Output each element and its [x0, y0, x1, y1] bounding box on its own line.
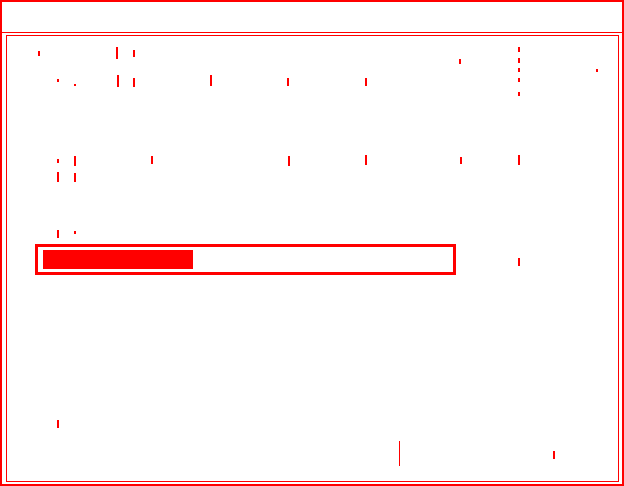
progress-bar-fill — [43, 250, 193, 269]
progress-bar — [35, 244, 456, 275]
text-fragment — [133, 50, 135, 57]
text-fragment — [57, 79, 59, 82]
text-fragment — [74, 173, 76, 182]
text-fragment — [365, 78, 367, 86]
text-fragment — [74, 231, 76, 234]
text-fragment — [518, 258, 520, 266]
title-divider — [2, 32, 622, 33]
text-fragment — [74, 156, 76, 166]
text-fragment — [518, 155, 520, 165]
text-fragment — [57, 420, 59, 428]
text-fragment — [57, 230, 59, 238]
text-fragment — [117, 75, 119, 87]
text-fragment — [57, 159, 59, 163]
text-fragment — [596, 69, 598, 72]
title-bar — [2, 2, 622, 32]
text-fragment — [518, 68, 520, 72]
text-fragment — [287, 78, 289, 86]
text-fragment — [459, 59, 461, 64]
text-fragment — [133, 78, 135, 87]
text-fragment — [74, 84, 76, 86]
text-cursor — [399, 441, 400, 466]
text-fragment — [518, 58, 520, 63]
text-fragment — [38, 51, 40, 56]
text-fragment — [116, 47, 118, 59]
text-fragment — [460, 157, 462, 164]
text-fragment — [518, 47, 520, 52]
text-fragment — [365, 155, 367, 165]
text-fragment — [151, 156, 153, 164]
text-fragment — [210, 75, 212, 86]
text-fragment — [57, 172, 59, 182]
text-fragment — [518, 92, 520, 96]
text-fragment — [518, 78, 520, 82]
content-panel — [6, 35, 619, 482]
text-fragment — [288, 156, 290, 166]
text-fragment — [553, 451, 555, 459]
